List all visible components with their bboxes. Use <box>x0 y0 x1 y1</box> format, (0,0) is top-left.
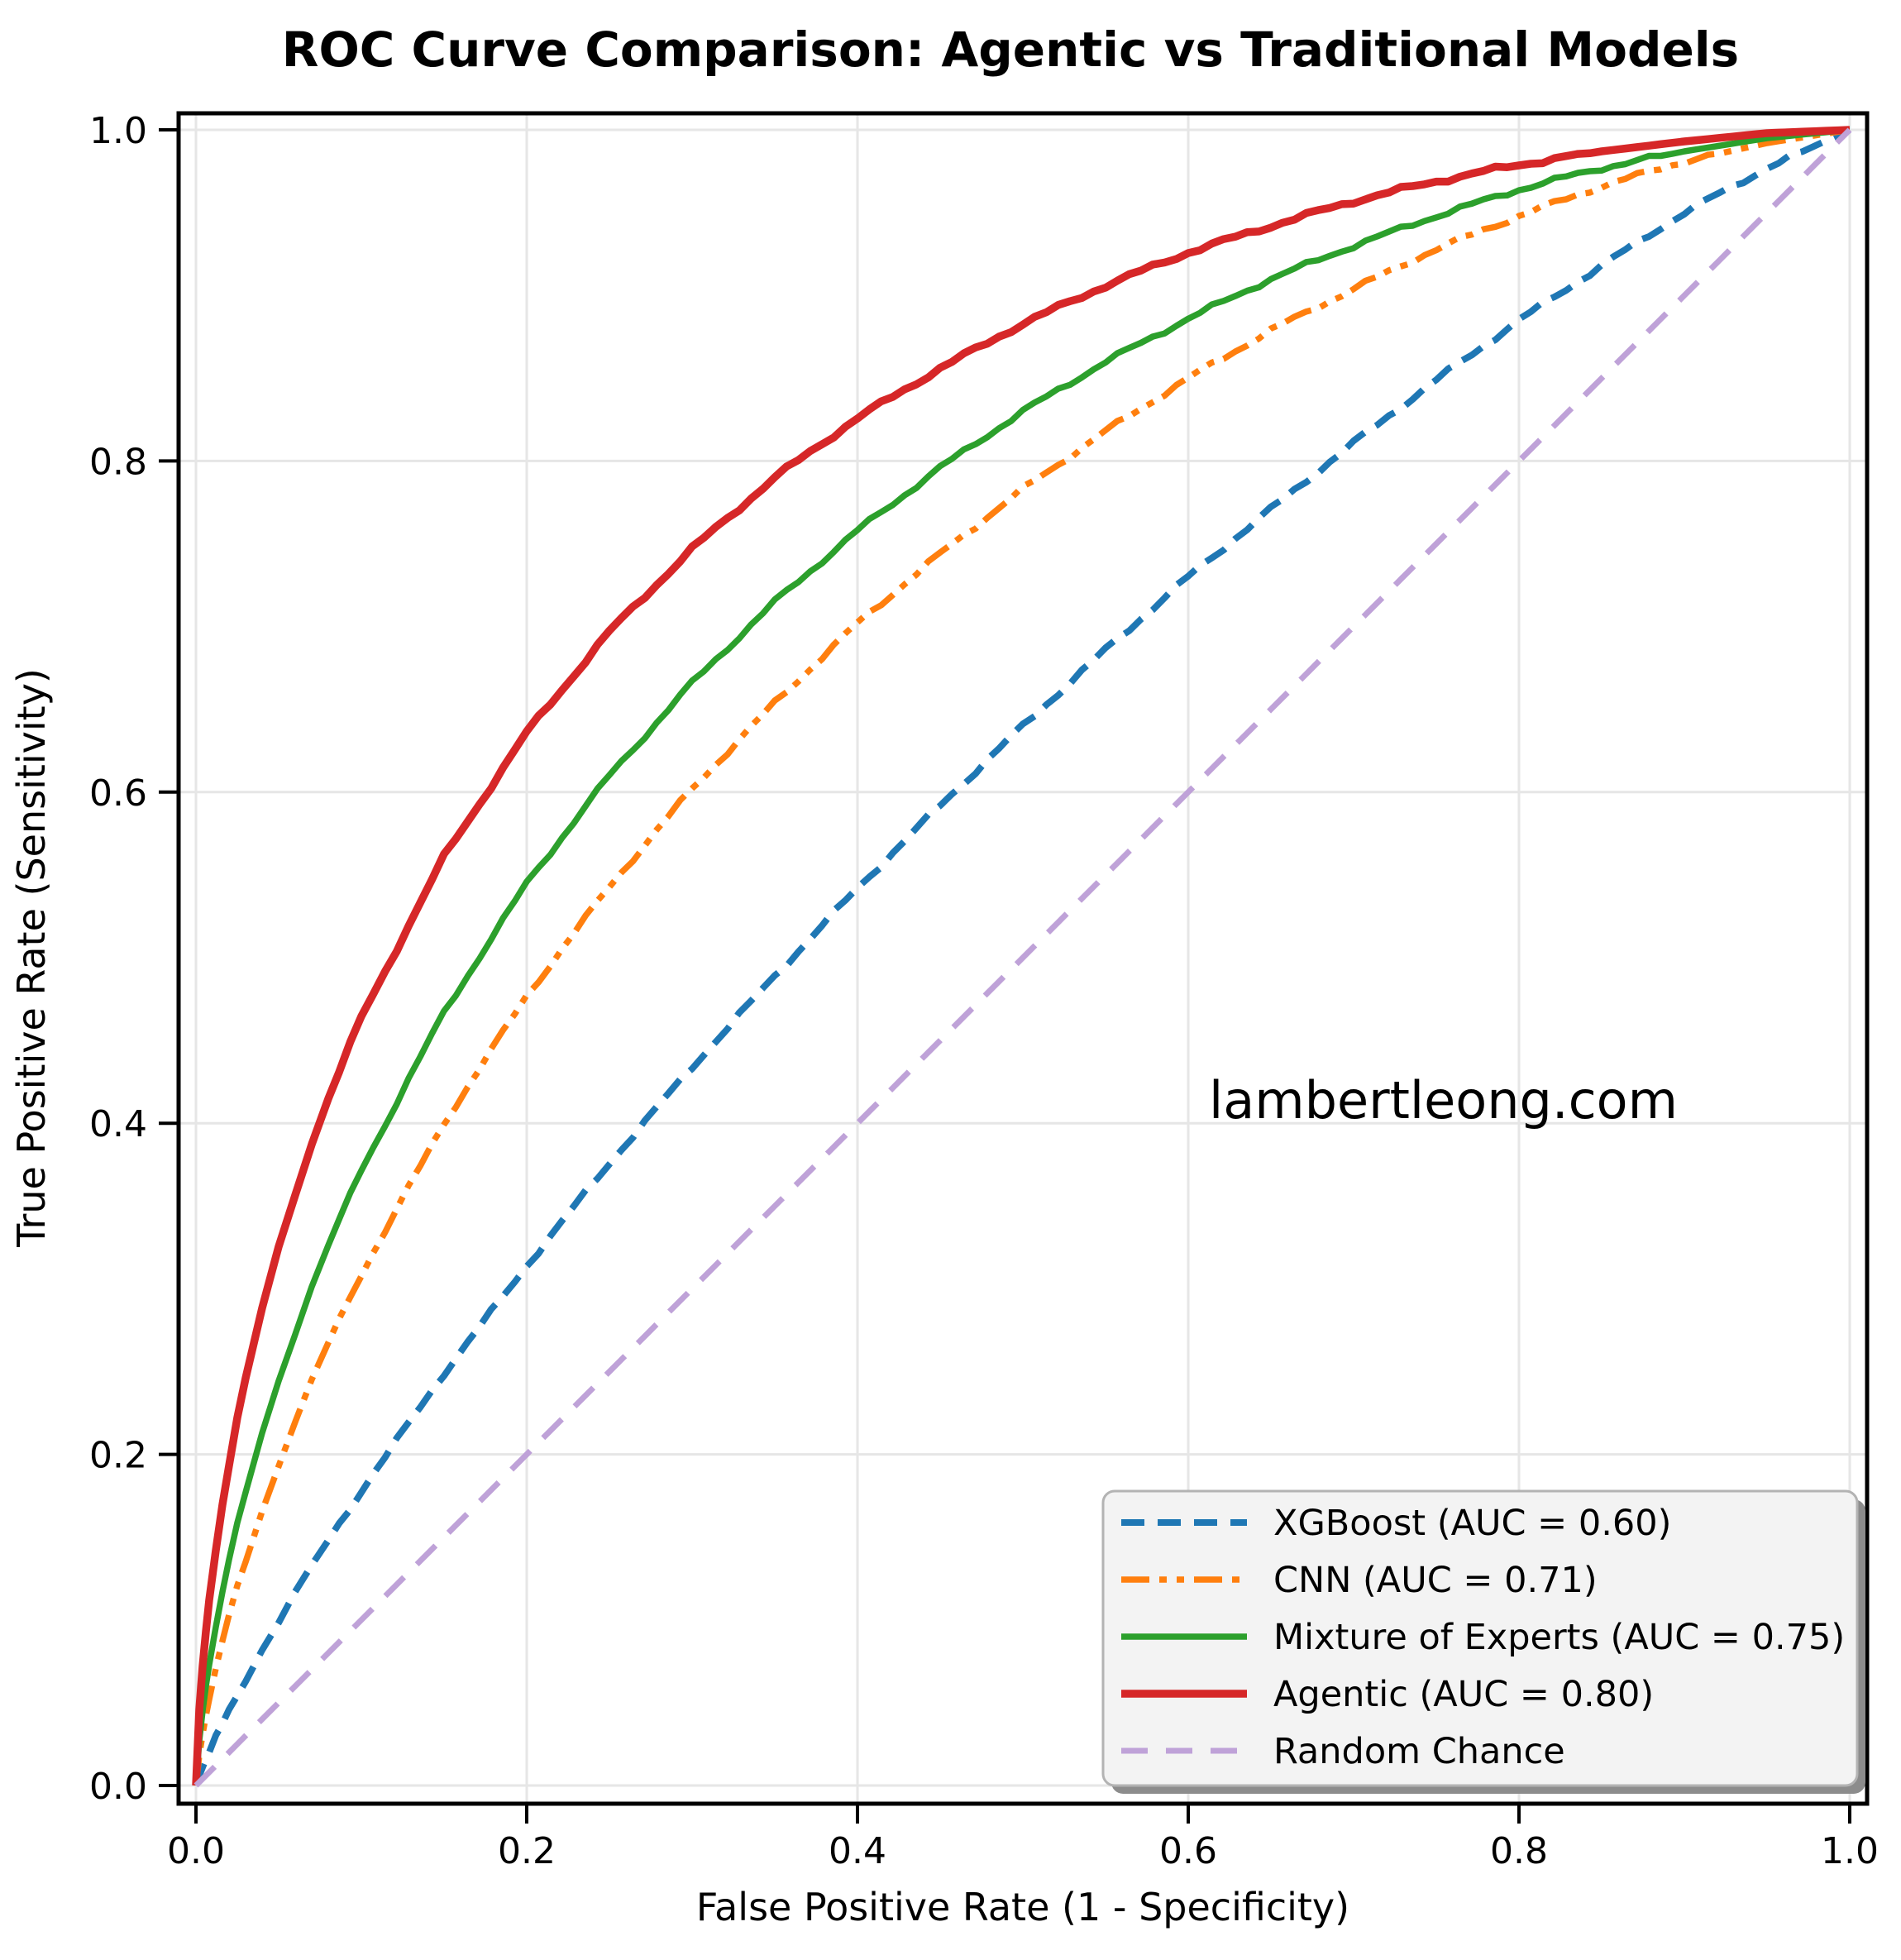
roc-curve-agentic-auc-0-80 <box>192 126 1851 1786</box>
gridlines <box>179 113 1867 1804</box>
x-tick-label-0.4: 0.4 <box>829 1830 886 1872</box>
x-tick-label-1.0: 1.0 <box>1821 1830 1879 1872</box>
legend-entry-cnn-auc-0-71: CNN (AUC = 0.71) <box>1121 1560 1598 1601</box>
y-tick-label-0.6: 0.6 <box>89 772 147 815</box>
legend-box <box>1101 1489 1859 1787</box>
x-tick-label-0.2: 0.2 <box>498 1830 556 1872</box>
x-tick-label-0.8: 0.8 <box>1490 1830 1548 1872</box>
chart-title: ROC Curve Comparison: Agentic vs Traditi… <box>282 22 1739 78</box>
y-tick-label-0.2: 0.2 <box>89 1435 147 1477</box>
y-tick-label-0.0: 0.0 <box>89 1766 147 1808</box>
legend-label-random-chance: Random Chance <box>1273 1731 1565 1772</box>
roc-curve-xgboost-auc-0-60 <box>193 127 1851 1787</box>
x-axis-label: False Positive Rate (1 - Specificity) <box>696 1885 1349 1929</box>
y-axis-label: True Positive Rate (Sensitivity) <box>9 668 54 1248</box>
legend-entry-mixture-of-experts-auc-0-75: Mixture of Experts (AUC = 0.75) <box>1121 1617 1845 1658</box>
legend-entry-xgboost-auc-0-60: XGBoost (AUC = 0.60) <box>1121 1503 1671 1544</box>
legend-label-cnn-auc-0-71: CNN (AUC = 0.71) <box>1273 1560 1598 1601</box>
roc-curves <box>192 126 1852 1788</box>
legend-label-agentic-auc-0-80: Agentic (AUC = 0.80) <box>1273 1674 1654 1715</box>
legend-entry-agentic-auc-0-80: Agentic (AUC = 0.80) <box>1121 1674 1654 1715</box>
legend-entry-random-chance: Random Chance <box>1121 1731 1565 1772</box>
x-tick-label-0.0: 0.0 <box>167 1830 225 1872</box>
y-tick-label-1.0: 1.0 <box>89 110 147 152</box>
roc-curve-mixture-of-experts-auc-0-75 <box>193 127 1851 1786</box>
roc-curve-random-chance <box>193 127 1852 1788</box>
legend-label-mixture-of-experts-auc-0-75: Mixture of Experts (AUC = 0.75) <box>1273 1617 1845 1658</box>
legend-label-xgboost-auc-0-60: XGBoost (AUC = 0.60) <box>1273 1503 1671 1544</box>
x-tick-label-0.6: 0.6 <box>1159 1830 1217 1872</box>
y-tick-label-0.4: 0.4 <box>89 1103 147 1145</box>
y-tick-label-0.8: 0.8 <box>89 441 147 483</box>
legend: XGBoost (AUC = 0.60) CNN (AUC = 0.71) Mixt… <box>1101 1489 1865 1794</box>
roc-curve-cnn-auc-0-71 <box>193 127 1851 1786</box>
axis-ticks: 0.0 0.2 0.4 0.6 0.8 1.0 0.0 0.2 0.4 0.6 0.8 1.0 <box>89 110 1879 1872</box>
axes-frame <box>176 111 1870 1806</box>
watermark: lambertleong.com <box>1209 1070 1678 1131</box>
